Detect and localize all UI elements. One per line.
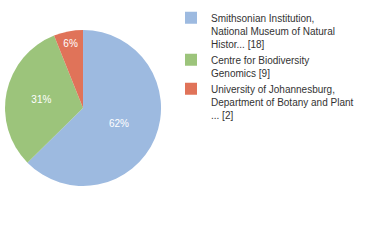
svg-text:31%: 31%: [31, 94, 51, 105]
svg-text:62%: 62%: [109, 118, 129, 129]
svg-text:University of Johannesburg,Dep: University of Johannesburg,Department of…: [211, 84, 354, 121]
svg-text:Smithsonian Institution,Nation: Smithsonian Institution,National Museum …: [211, 13, 335, 50]
svg-text:6%: 6%: [63, 38, 78, 49]
svg-text:Centre for BiodiversityGenomic: Centre for BiodiversityGenomics [9]: [211, 55, 309, 79]
